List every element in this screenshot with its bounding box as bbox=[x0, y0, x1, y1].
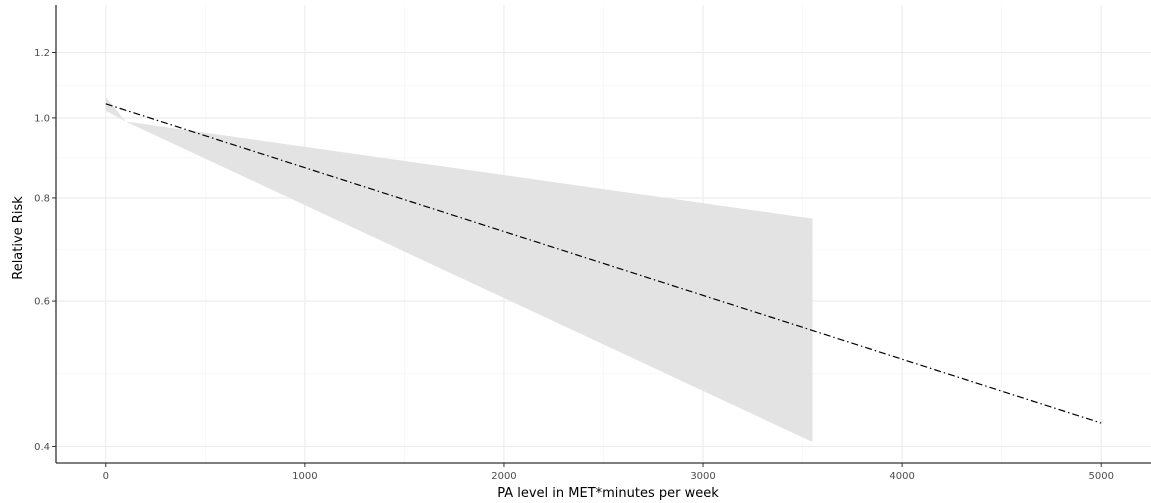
y-tick-label: 0.6 bbox=[34, 297, 50, 308]
axes bbox=[55, 5, 1151, 464]
x-tick-label: 0 bbox=[103, 471, 109, 482]
x-tick-label: 1000 bbox=[292, 471, 317, 482]
confidence-band bbox=[105, 96, 813, 443]
x-tick-label: 2000 bbox=[491, 471, 516, 482]
x-axis-ticks: 0 1000 2000 3000 4000 5000 bbox=[103, 463, 1114, 482]
trend-line bbox=[105, 103, 1102, 424]
x-tick-label: 5000 bbox=[1089, 471, 1114, 482]
y-tick-label: 0.8 bbox=[34, 193, 50, 204]
y-tick-label: 1.2 bbox=[34, 48, 50, 59]
y-tick-label: 0.4 bbox=[34, 442, 50, 453]
y-axis-title: Relative Risk bbox=[11, 196, 26, 280]
y-axis-ticks: 0.4 0.6 0.8 1.0 1.2 bbox=[34, 48, 56, 453]
confidence-band-layer bbox=[105, 96, 813, 443]
x-tick-label: 4000 bbox=[889, 471, 914, 482]
y-tick-label: 1.0 bbox=[34, 113, 50, 124]
x-axis-title: PA level in MET*minutes per week bbox=[497, 486, 719, 501]
trend-line-layer bbox=[105, 103, 1102, 424]
x-tick-label: 3000 bbox=[690, 471, 715, 482]
